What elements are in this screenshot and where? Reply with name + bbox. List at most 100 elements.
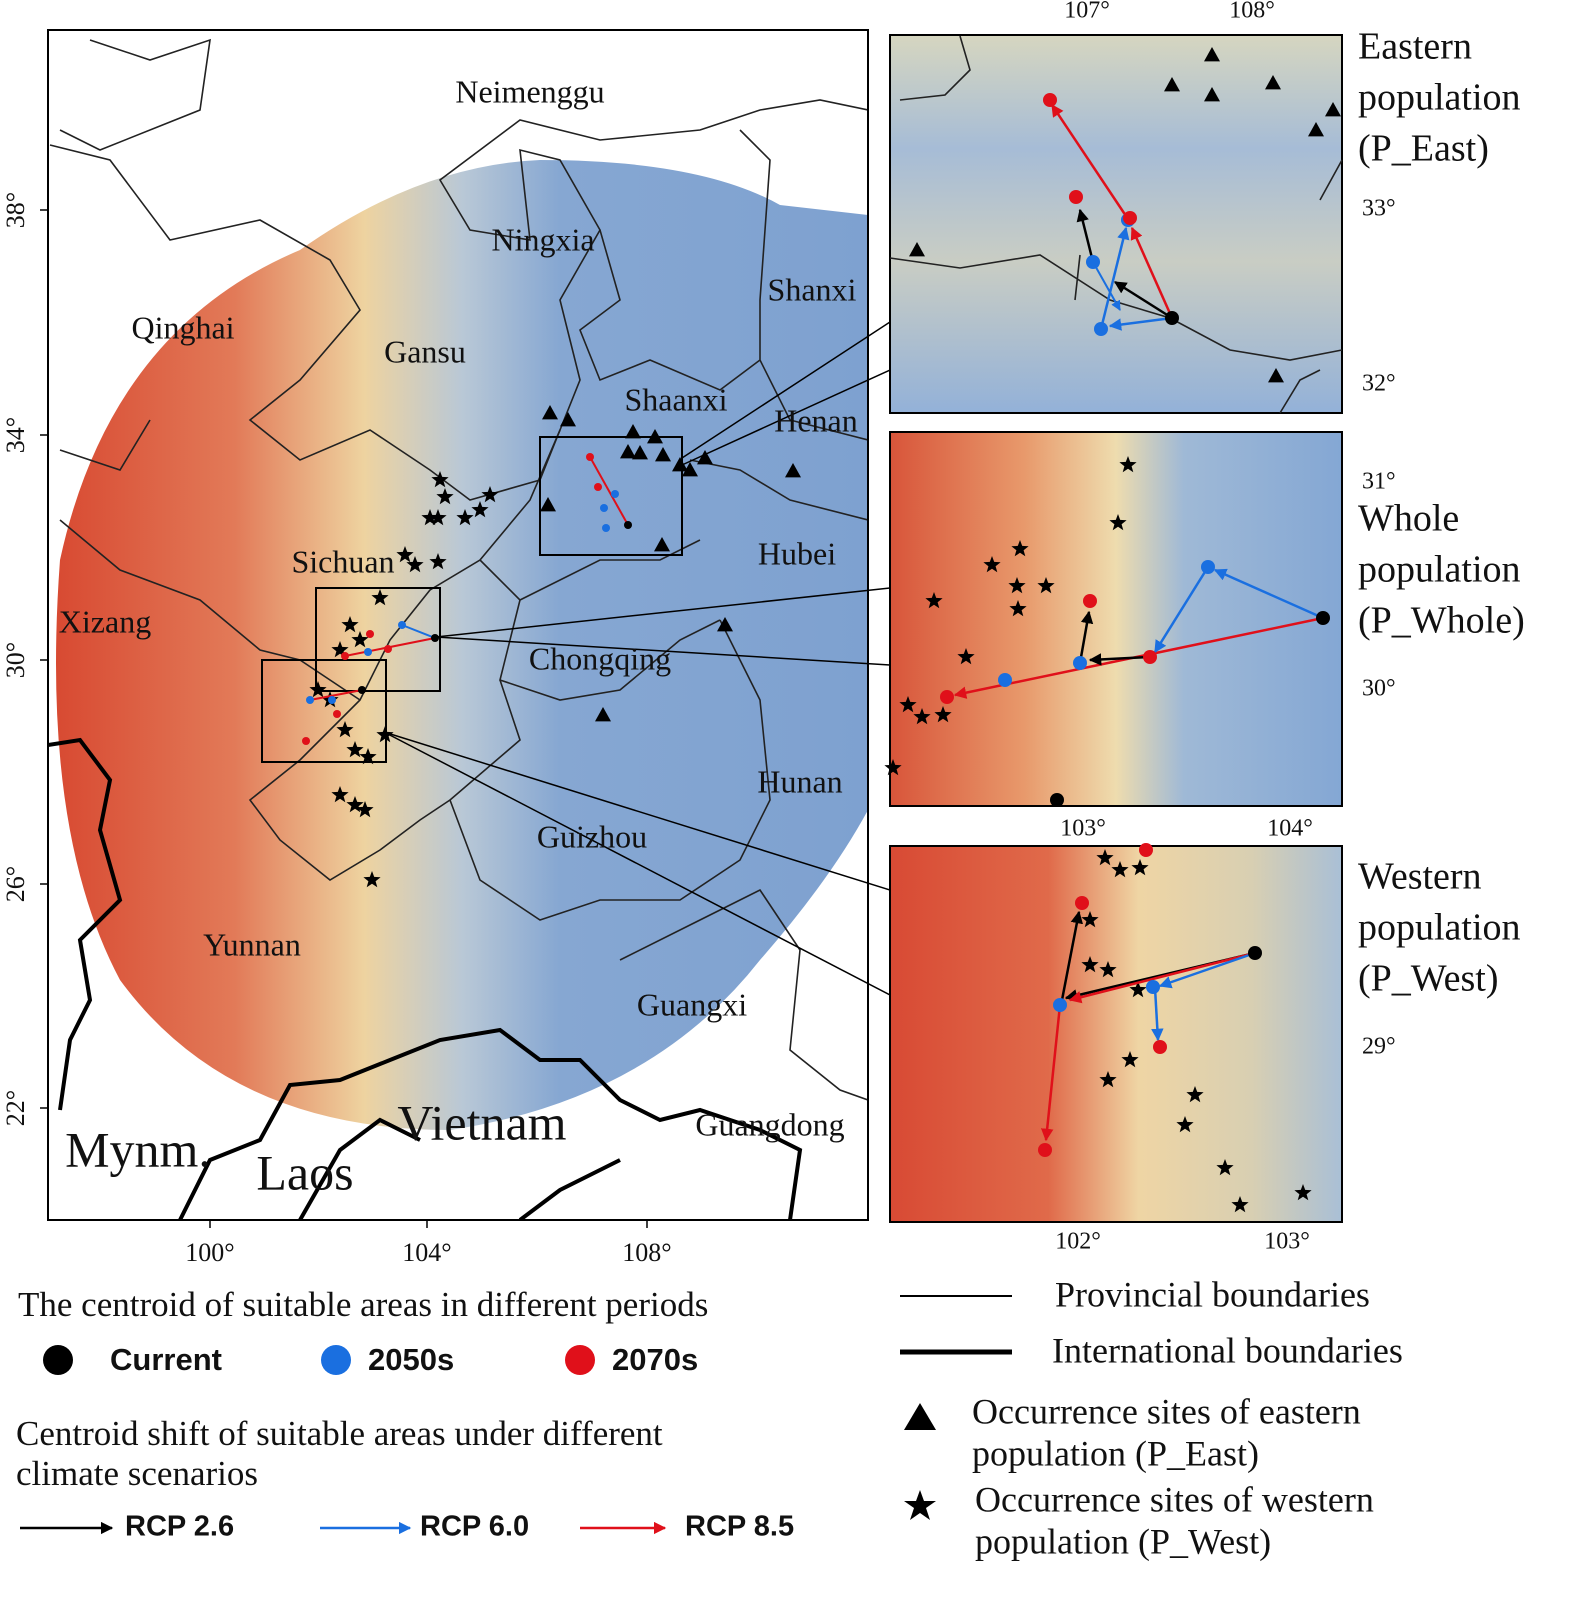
occurrence-east (542, 405, 558, 420)
occurrence-west (431, 471, 449, 488)
legend-label: RCP 8.5 (685, 1511, 794, 1543)
shift-arrow (1040, 1004, 1062, 1142)
occurrence-east (620, 444, 636, 459)
centroid (431, 634, 439, 642)
y-tick-label: 34° (1, 417, 30, 453)
x-tick-label: 104° (402, 1238, 451, 1267)
occurrence-west (436, 488, 454, 505)
centroid (1094, 322, 1108, 336)
legend-label: 2050s (368, 1342, 454, 1377)
occurrence-west (1121, 1051, 1139, 1068)
centroid (998, 673, 1012, 687)
province-label: Yunnan (203, 926, 301, 962)
occurrence-west (309, 681, 327, 698)
occurrence-west (396, 546, 414, 563)
shift-arrow (1113, 280, 1173, 320)
shift-arrow (1078, 610, 1094, 664)
province-boundary (59, 129, 868, 1101)
occurrence-east (540, 497, 556, 512)
occurrence-west (471, 501, 489, 518)
x-tick-label: 103° (1264, 1229, 1310, 1255)
occurrence-west (1129, 981, 1147, 998)
province-label: Shanxi (768, 271, 857, 307)
province-label: Guangxi (637, 986, 747, 1022)
occurrence-west (331, 641, 349, 658)
y-tick-label: 31° (1362, 469, 1396, 495)
occurrence-west (331, 786, 349, 803)
legend-title: Centroid shift of suitable areas under d… (16, 1414, 663, 1453)
shift-arrow (1088, 653, 1151, 666)
province-label: Gansu (384, 333, 466, 369)
centroid (1075, 896, 1089, 910)
terrain (56, 160, 868, 1130)
x-tick-label: 103° (1060, 816, 1106, 842)
province-label: Guangdong (695, 1106, 844, 1142)
occurrence-west (1186, 1086, 1204, 1103)
inset-title: population (1358, 77, 1521, 119)
occurrence-west (363, 871, 381, 888)
province-label: Sichuan (291, 543, 394, 579)
centroid (1069, 190, 1083, 204)
connector (681, 321, 891, 459)
centroid (600, 504, 608, 512)
legend-label: International boundaries (1052, 1330, 1403, 1370)
centroid (398, 621, 406, 629)
inset-title: (P_West) (1358, 958, 1498, 1000)
legend-label: 2070s (612, 1342, 698, 1377)
occurrence-east (909, 242, 925, 257)
centroid (328, 696, 336, 704)
connector (681, 369, 891, 466)
x-tick-label: 108° (1229, 0, 1275, 24)
y-tick-label: 26° (1, 866, 30, 902)
country-label: Vietnam (397, 1094, 566, 1150)
inset-title: (P_East) (1358, 128, 1489, 170)
occurrence-west (351, 631, 369, 648)
occurrence-west (456, 509, 474, 526)
centroid (1139, 843, 1153, 857)
occurrence-east (1164, 77, 1180, 92)
occurrence-east (1204, 47, 1220, 62)
y-tick-label: 38° (1, 192, 30, 228)
occurrence-west (1011, 540, 1029, 557)
inset-frame (889, 34, 1343, 414)
occurrence-west (1037, 577, 1055, 594)
occurrence-west (356, 801, 374, 818)
y-tick-label: 22° (1, 1090, 30, 1126)
inset-whole (889, 431, 1343, 807)
occurrence-east (785, 463, 801, 478)
y-tick-label: 32° (1362, 371, 1396, 397)
province-label: Neimenggu (455, 73, 604, 109)
connector (383, 731, 891, 996)
zoom-box (315, 587, 441, 692)
centroid (366, 630, 374, 638)
zoom-box (261, 659, 387, 763)
centroid (364, 648, 372, 656)
x-tick-label: 104° (1267, 816, 1313, 842)
occurrence-west (341, 616, 359, 633)
centroid (1043, 93, 1057, 107)
occurrence-east (1204, 87, 1220, 102)
occurrence-west (481, 486, 499, 503)
occurrence-west (406, 556, 424, 573)
shift-arrow (1108, 316, 1173, 331)
shift-arrow (1153, 566, 1210, 654)
centroids (302, 47, 1341, 1213)
centroid (594, 483, 602, 491)
legend-dot (43, 1345, 73, 1375)
country-label: Mynm. (65, 1121, 211, 1177)
legend-dot (321, 1345, 351, 1375)
main-map (48, 38, 868, 1220)
shift-arrow (1130, 226, 1174, 319)
centroid (333, 710, 341, 718)
occurrence-east (595, 707, 611, 722)
legend-dot (565, 1345, 595, 1375)
occurrence-west (1081, 911, 1099, 928)
inset-west (889, 845, 1343, 1223)
connector-lines (383, 321, 891, 996)
shift-trail (589, 456, 629, 526)
occurrence-west (983, 556, 1001, 573)
occurrence-east (625, 424, 641, 439)
province-label: Hunan (757, 763, 842, 799)
legend-title: The centroid of suitable areas in differ… (18, 1285, 708, 1324)
